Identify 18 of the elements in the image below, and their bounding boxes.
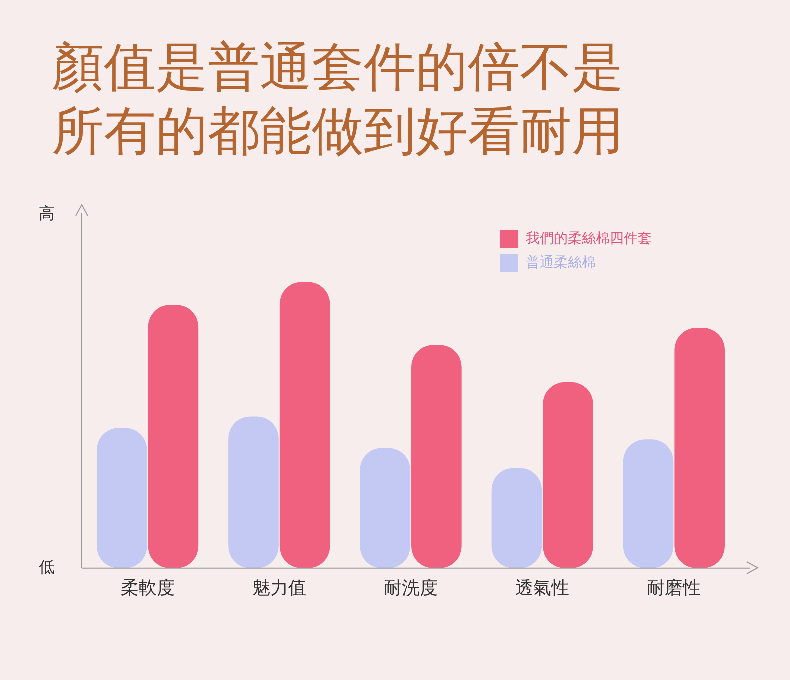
bar: [96, 428, 148, 568]
bar: [674, 328, 726, 568]
legend-label: 普通柔絲棉: [526, 254, 596, 272]
x-tick-label: 透氣性: [516, 578, 570, 599]
chart-title: 顏值是普通套件的倍不是所有的都能做到好看耐用: [52, 37, 625, 164]
bar: [228, 416, 279, 568]
bar: [412, 345, 462, 568]
legend-label: 我們的柔絲棉四件套: [526, 230, 652, 248]
bar: [148, 305, 199, 568]
x-tick-label: 耐洗度: [384, 578, 438, 599]
bar: [543, 382, 594, 568]
bar: [280, 282, 330, 568]
x-tick-label: 魅力值: [252, 578, 306, 599]
text: 高: [39, 204, 55, 224]
bar: [623, 440, 674, 568]
text: 低: [39, 558, 55, 577]
x-tick-label: 柔軟度: [120, 578, 175, 599]
x-tick-label: 耐磨性: [647, 578, 702, 599]
